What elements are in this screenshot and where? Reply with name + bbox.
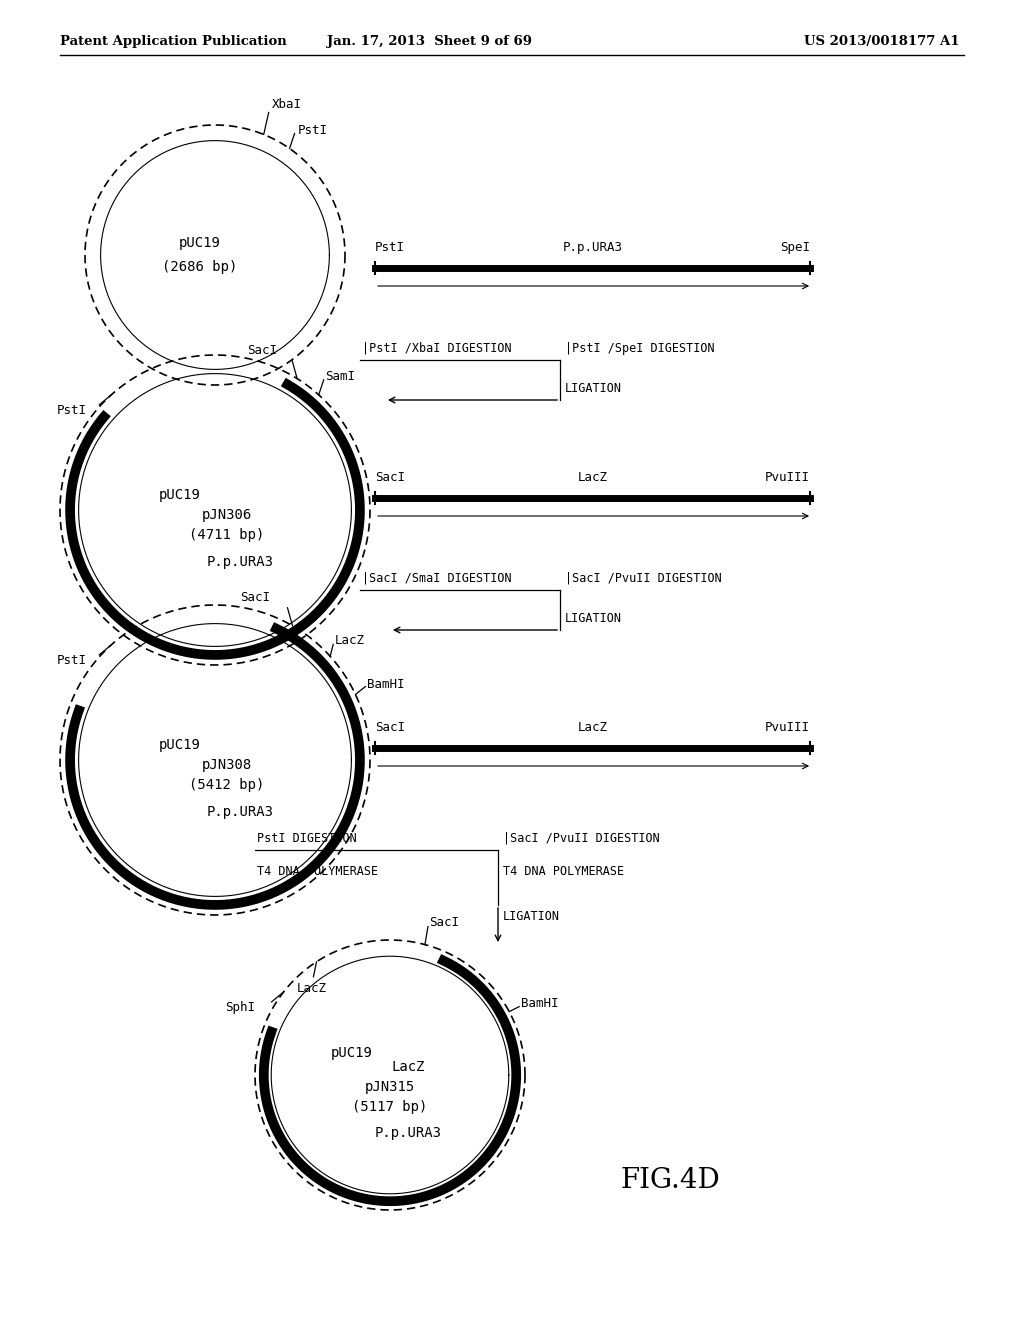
Text: pUC19: pUC19 xyxy=(331,1045,373,1060)
Text: XbaI: XbaI xyxy=(271,98,302,111)
Text: pJN308: pJN308 xyxy=(202,758,252,772)
Text: LIGATION: LIGATION xyxy=(503,909,560,923)
Text: LacZ: LacZ xyxy=(391,1060,425,1074)
Text: |PstI /SpeI DIGESTION: |PstI /SpeI DIGESTION xyxy=(565,342,715,355)
Text: Patent Application Publication: Patent Application Publication xyxy=(60,36,287,49)
Text: SacI: SacI xyxy=(375,471,406,484)
Text: |SacI /PvuII DIGESTION: |SacI /PvuII DIGESTION xyxy=(503,832,659,845)
Text: LacZ: LacZ xyxy=(578,471,607,484)
Text: (5117 bp): (5117 bp) xyxy=(352,1100,428,1114)
Text: BamHI: BamHI xyxy=(368,678,404,690)
Text: P.p.URA3: P.p.URA3 xyxy=(207,805,273,818)
Text: T4 DNA POLYMERASE: T4 DNA POLYMERASE xyxy=(257,865,378,878)
Text: |SacI /PvuII DIGESTION: |SacI /PvuII DIGESTION xyxy=(565,572,722,585)
Text: PstI: PstI xyxy=(298,124,328,137)
Text: PstI: PstI xyxy=(56,404,86,417)
Text: SacI: SacI xyxy=(247,345,278,356)
Text: SphI: SphI xyxy=(225,1002,256,1014)
Text: PstI DIGESTION: PstI DIGESTION xyxy=(257,832,356,845)
Text: LacZ: LacZ xyxy=(297,982,327,995)
Text: PvuIII: PvuIII xyxy=(765,471,810,484)
Text: (4711 bp): (4711 bp) xyxy=(189,528,264,543)
Text: LacZ: LacZ xyxy=(578,721,607,734)
Text: |SacI /SmaI DIGESTION: |SacI /SmaI DIGESTION xyxy=(362,572,512,585)
Text: pUC19: pUC19 xyxy=(159,738,201,752)
Text: LIGATION: LIGATION xyxy=(565,612,622,624)
Text: P.p.URA3: P.p.URA3 xyxy=(207,554,273,569)
Text: SamI: SamI xyxy=(325,371,354,383)
Text: (5412 bp): (5412 bp) xyxy=(189,777,264,792)
Text: Jan. 17, 2013  Sheet 9 of 69: Jan. 17, 2013 Sheet 9 of 69 xyxy=(328,36,532,49)
Text: SpeI: SpeI xyxy=(780,242,810,253)
Text: LacZ: LacZ xyxy=(335,634,366,647)
Text: pUC19: pUC19 xyxy=(179,236,221,249)
Text: PstI: PstI xyxy=(375,242,406,253)
Text: BamHI: BamHI xyxy=(521,997,559,1010)
Text: LIGATION: LIGATION xyxy=(565,381,622,395)
Text: |PstI /XbaI DIGESTION: |PstI /XbaI DIGESTION xyxy=(362,342,512,355)
Text: US 2013/0018177 A1: US 2013/0018177 A1 xyxy=(805,36,961,49)
Text: SacI: SacI xyxy=(429,916,459,929)
Text: SacI: SacI xyxy=(241,591,270,605)
Text: P.p.URA3: P.p.URA3 xyxy=(375,1126,441,1140)
Text: PvuIII: PvuIII xyxy=(765,721,810,734)
Text: pJN315: pJN315 xyxy=(365,1080,415,1094)
Text: PstI: PstI xyxy=(56,655,86,668)
Text: SacI: SacI xyxy=(375,721,406,734)
Text: T4 DNA POLYMERASE: T4 DNA POLYMERASE xyxy=(503,865,624,878)
Text: (2686 bp): (2686 bp) xyxy=(163,260,238,275)
Text: pJN306: pJN306 xyxy=(202,508,252,521)
Text: FIG.4D: FIG.4D xyxy=(620,1167,720,1193)
Text: pUC19: pUC19 xyxy=(159,488,201,502)
Text: P.p.URA3: P.p.URA3 xyxy=(562,242,623,253)
